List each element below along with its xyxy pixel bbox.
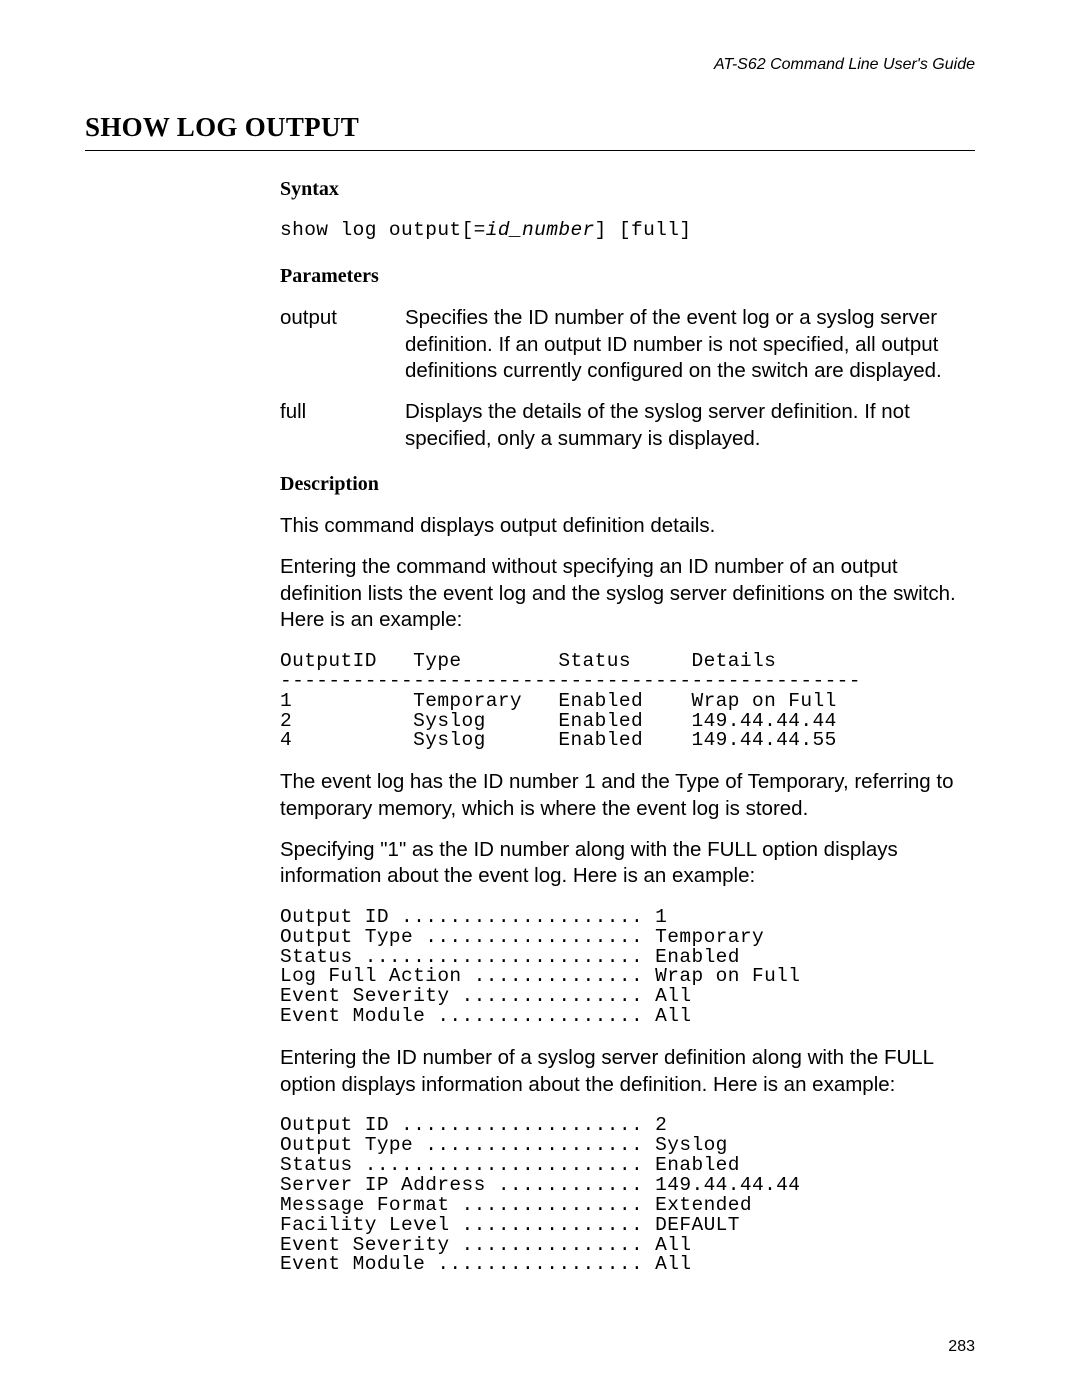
content-column: Syntax show log output[=id_number] [full… bbox=[280, 177, 975, 1276]
syntax-pre: show log output[= bbox=[280, 219, 486, 241]
parameters-heading: Parameters bbox=[280, 264, 975, 289]
description-paragraph: The event log has the ID number 1 and th… bbox=[280, 769, 975, 822]
description-paragraph: Entering the command without specifying … bbox=[280, 554, 975, 634]
description-paragraph: This command displays output definition … bbox=[280, 513, 975, 540]
description-paragraph: Entering the ID number of a syslog serve… bbox=[280, 1045, 975, 1098]
output-detail-example: Output ID .................... 1 Output … bbox=[280, 908, 975, 1027]
parameter-description: Displays the details of the syslog serve… bbox=[405, 399, 975, 452]
parameter-description: Specifies the ID number of the event log… bbox=[405, 305, 975, 385]
syntax-post: ] [full] bbox=[595, 219, 692, 241]
syslog-detail-example: Output ID .................... 2 Output … bbox=[280, 1116, 975, 1275]
page-number: 283 bbox=[948, 1337, 975, 1357]
page: AT-S62 Command Line User's Guide SHOW LO… bbox=[0, 0, 1080, 1397]
output-table-example: OutputID Type Status Details -----------… bbox=[280, 652, 975, 751]
syntax-argument: id_number bbox=[486, 219, 595, 241]
description-paragraph: Specifying "1" as the ID number along wi… bbox=[280, 837, 975, 890]
parameter-row: full Displays the details of the syslog … bbox=[280, 399, 975, 452]
syntax-heading: Syntax bbox=[280, 177, 975, 202]
header-guide-title: AT-S62 Command Line User's Guide bbox=[85, 55, 975, 75]
description-heading: Description bbox=[280, 472, 975, 497]
parameter-row: output Specifies the ID number of the ev… bbox=[280, 305, 975, 385]
syntax-line: show log output[=id_number] [full] bbox=[280, 218, 975, 242]
page-title: SHOW LOG OUTPUT bbox=[85, 111, 975, 151]
parameter-name: full bbox=[280, 399, 405, 452]
parameter-name: output bbox=[280, 305, 405, 385]
